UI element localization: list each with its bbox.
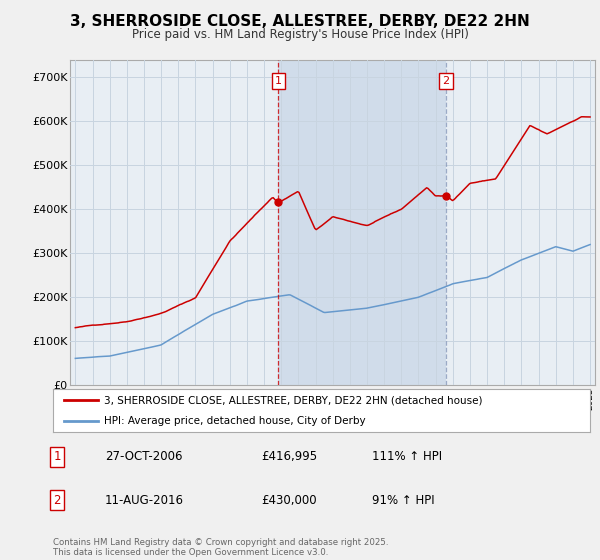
Text: 2: 2 xyxy=(443,76,449,86)
Text: Price paid vs. HM Land Registry's House Price Index (HPI): Price paid vs. HM Land Registry's House … xyxy=(131,28,469,41)
Text: HPI: Average price, detached house, City of Derby: HPI: Average price, detached house, City… xyxy=(104,416,365,426)
Text: £416,995: £416,995 xyxy=(261,450,317,464)
Text: 111% ↑ HPI: 111% ↑ HPI xyxy=(372,450,442,464)
Text: 11-AUG-2016: 11-AUG-2016 xyxy=(105,493,184,507)
Bar xyxy=(278,60,446,385)
Text: 1: 1 xyxy=(53,450,61,464)
Text: Contains HM Land Registry data © Crown copyright and database right 2025.
This d: Contains HM Land Registry data © Crown c… xyxy=(53,538,388,557)
Text: £430,000: £430,000 xyxy=(261,493,317,507)
Text: 2: 2 xyxy=(53,493,61,507)
Text: 27-OCT-2006: 27-OCT-2006 xyxy=(105,450,182,464)
Text: 3, SHERROSIDE CLOSE, ALLESTREE, DERBY, DE22 2HN (detached house): 3, SHERROSIDE CLOSE, ALLESTREE, DERBY, D… xyxy=(104,395,482,405)
Text: 91% ↑ HPI: 91% ↑ HPI xyxy=(372,493,434,507)
Text: 3, SHERROSIDE CLOSE, ALLESTREE, DERBY, DE22 2HN: 3, SHERROSIDE CLOSE, ALLESTREE, DERBY, D… xyxy=(70,14,530,29)
Text: 1: 1 xyxy=(275,76,281,86)
